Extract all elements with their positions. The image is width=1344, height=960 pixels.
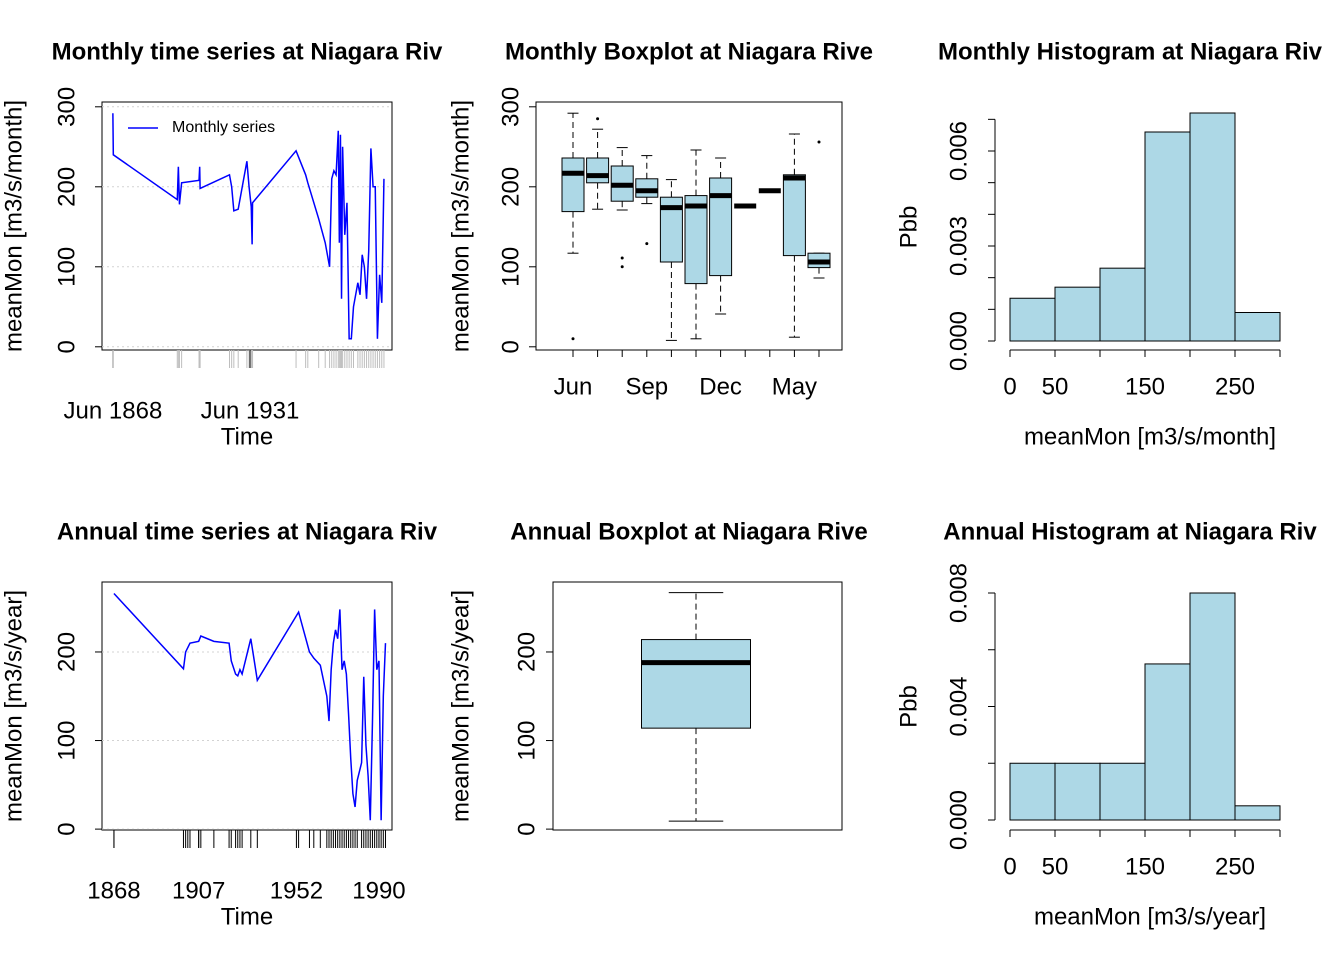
- plot-frame: [535, 101, 843, 351]
- x-axis-label: Time: [221, 903, 273, 930]
- x-tick-label: 0: [1003, 373, 1016, 400]
- bar: [1189, 592, 1236, 821]
- x-tick-label: Jun 1931: [201, 397, 300, 424]
- outlier: [645, 242, 649, 246]
- box: [635, 178, 659, 198]
- x-tick-label: 0: [1003, 853, 1016, 880]
- series-line: [113, 593, 387, 821]
- y-tick-label: 0.004: [945, 676, 972, 736]
- y-tick-label: 0: [53, 822, 80, 835]
- chart-title: Annual time series at Niagara Riv: [57, 518, 438, 545]
- plot-frame: [101, 581, 393, 831]
- y-tick-label: 100: [513, 721, 540, 761]
- y-tick-label: 200: [513, 632, 540, 672]
- y-tick-label: 200: [497, 167, 524, 207]
- bar: [1234, 312, 1281, 342]
- x-tick-label: May: [772, 373, 817, 400]
- y-tick-label: 0: [497, 340, 524, 353]
- x-tick-label: 150: [1125, 373, 1165, 400]
- x-tick-label: Sep: [625, 373, 668, 400]
- x-tick-label: 150: [1125, 853, 1165, 880]
- y-tick-label: 0.008: [945, 563, 972, 623]
- y-tick-label: 0.003: [945, 216, 972, 276]
- y-tick-label: 200: [53, 167, 80, 207]
- box: [782, 174, 806, 257]
- y-axis-label: meanMon [m3/s/year]: [0, 590, 27, 822]
- box: [561, 157, 585, 213]
- y-tick-label: 0: [513, 822, 540, 835]
- box: [641, 639, 751, 729]
- bar: [1009, 762, 1056, 821]
- y-axis-label: meanMon [m3/s/year]: [447, 590, 474, 822]
- x-axis-label: meanMon [m3/s/year]: [1034, 903, 1266, 930]
- y-tick-label: 0.000: [945, 311, 972, 371]
- x-axis-label: Time: [221, 423, 273, 450]
- y-tick-label: 100: [497, 247, 524, 287]
- y-tick-label: 0.006: [945, 121, 972, 181]
- bar: [1189, 112, 1236, 342]
- outlier: [596, 117, 600, 121]
- bar: [1099, 267, 1146, 342]
- outlier: [620, 256, 624, 260]
- x-tick-label: 50: [1042, 853, 1069, 880]
- x-tick-label: 1952: [270, 877, 323, 904]
- chart-title: Annual Boxplot at Niagara Rive: [510, 518, 867, 545]
- y-tick-label: 0: [53, 340, 80, 353]
- y-tick-label: 300: [497, 87, 524, 127]
- bar: [1054, 286, 1101, 342]
- chart-title: Monthly Boxplot at Niagara Rive: [505, 38, 873, 65]
- box: [586, 157, 610, 184]
- outlier: [620, 265, 624, 269]
- x-tick-label: Jun 1868: [64, 397, 163, 424]
- chart-title: Annual Histogram at Niagara Riv: [943, 518, 1317, 545]
- y-axis-label: Pbb: [895, 685, 922, 728]
- x-tick-label: 1868: [87, 877, 140, 904]
- plot-frame: [552, 581, 843, 831]
- box: [684, 195, 708, 285]
- y-axis-label: meanMon [m3/s/month]: [0, 100, 27, 352]
- box: [709, 177, 733, 277]
- bar: [1144, 663, 1191, 821]
- legend-label: Monthly series: [172, 119, 275, 136]
- x-tick-label: Dec: [699, 373, 742, 400]
- bar: [1099, 762, 1146, 821]
- x-tick-label: 50: [1042, 373, 1069, 400]
- y-tick-label: 0.000: [945, 790, 972, 850]
- bar: [1234, 805, 1281, 821]
- series-line: [112, 113, 385, 340]
- y-tick-label: 300: [53, 87, 80, 127]
- bar: [1009, 297, 1056, 342]
- x-axis-label: meanMon [m3/s/month]: [1024, 423, 1276, 450]
- x-tick-label: 1907: [172, 877, 225, 904]
- y-axis-label: meanMon [m3/s/month]: [447, 100, 474, 352]
- y-axis-label: Pbb: [895, 206, 922, 249]
- x-tick-label: 1990: [352, 877, 405, 904]
- x-tick-label: 250: [1215, 853, 1255, 880]
- chart-title: Monthly Histogram at Niagara Riv: [938, 38, 1323, 65]
- box: [659, 196, 683, 263]
- bar: [1054, 762, 1101, 821]
- x-tick-label: Jun: [554, 373, 593, 400]
- y-tick-label: 100: [53, 247, 80, 287]
- bar: [1144, 131, 1191, 342]
- chart-title: Monthly time series at Niagara Riv: [52, 38, 443, 65]
- y-tick-label: 200: [53, 632, 80, 672]
- outlier: [571, 337, 575, 341]
- outlier: [817, 140, 821, 144]
- y-tick-label: 100: [53, 721, 80, 761]
- x-tick-label: 250: [1215, 373, 1255, 400]
